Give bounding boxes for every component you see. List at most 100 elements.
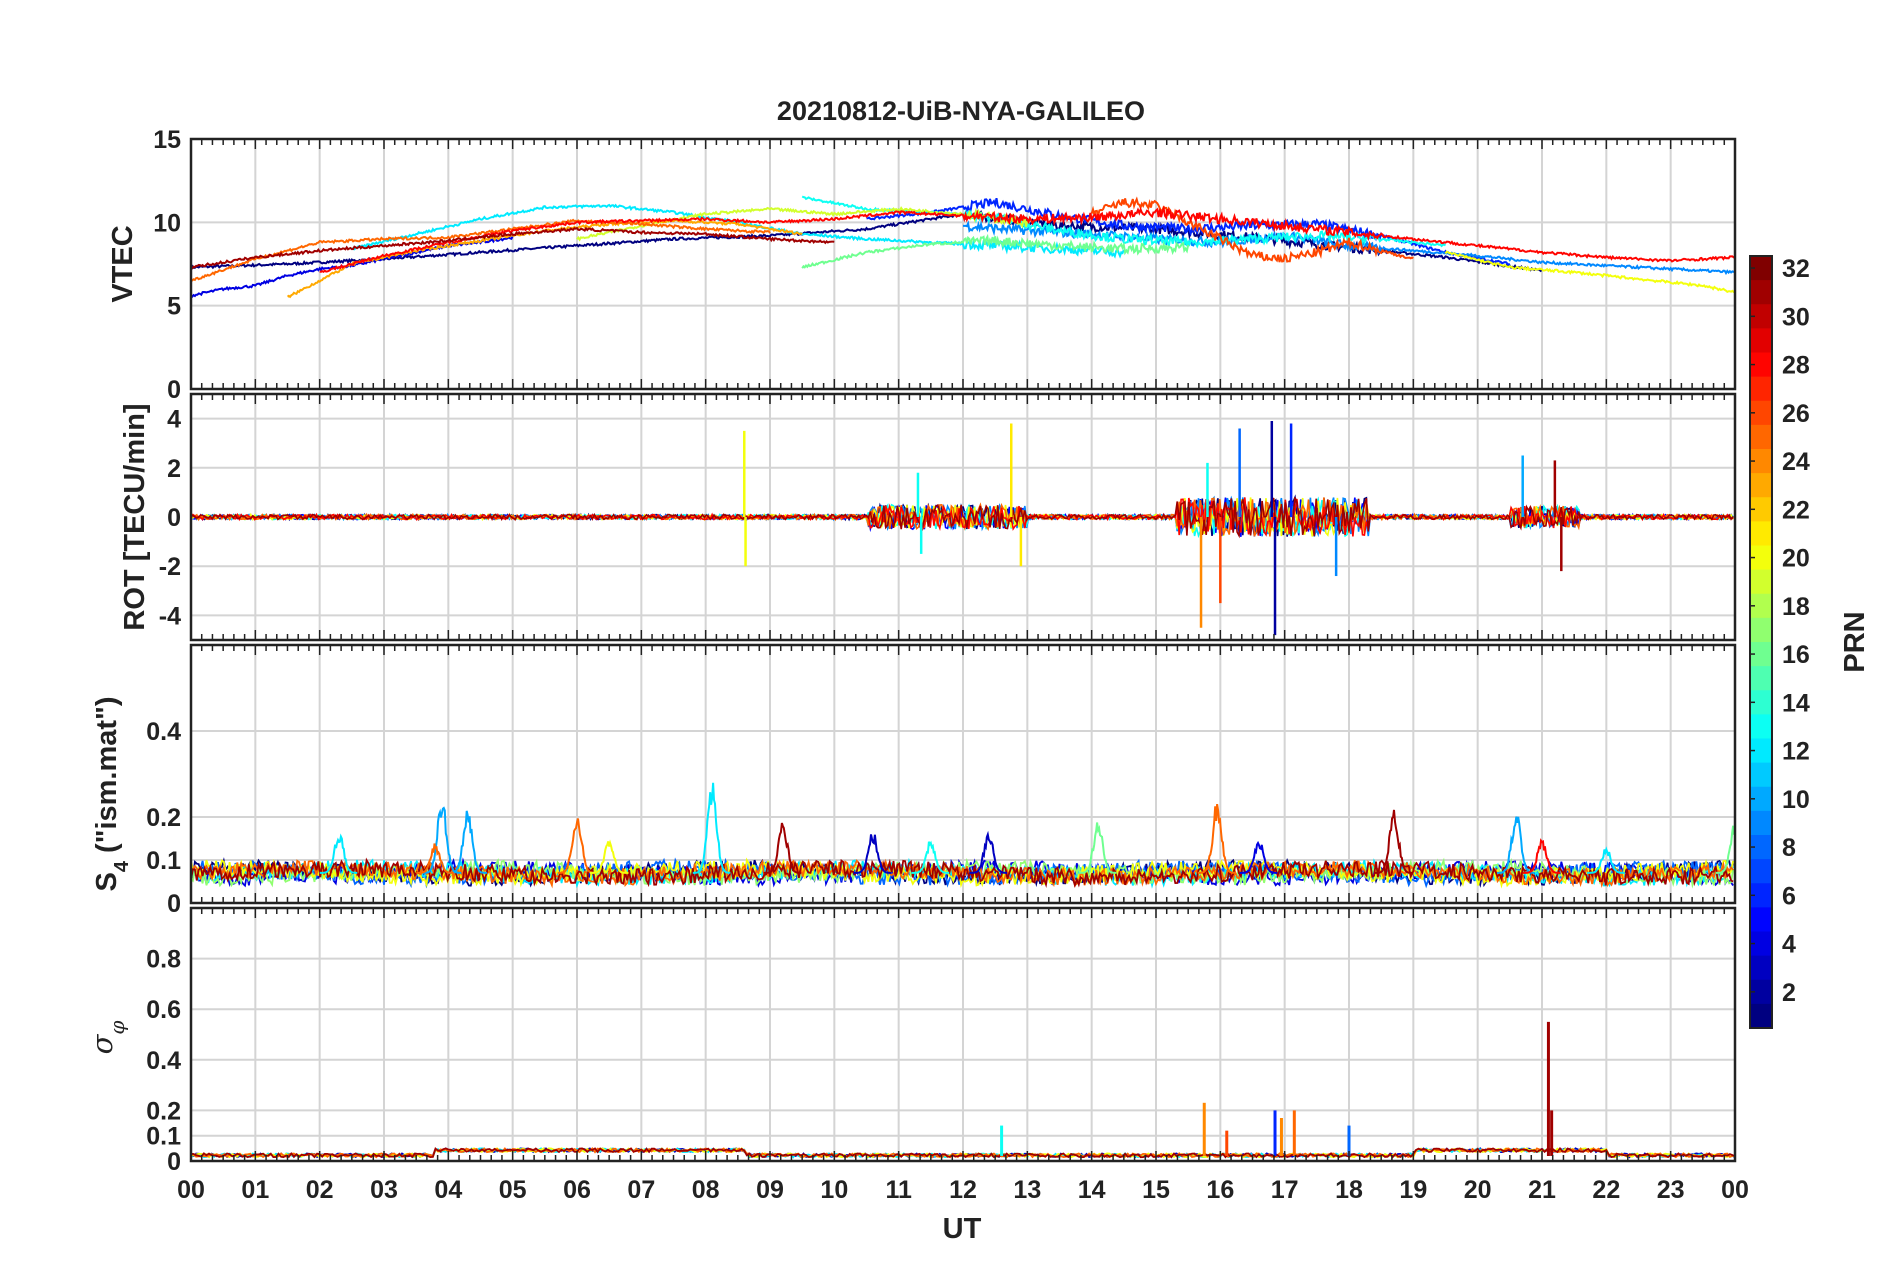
- colorbar-segment: [1750, 449, 1772, 474]
- y-tick-label: 0: [167, 1148, 181, 1176]
- colorbar-segment: [1750, 979, 1772, 1005]
- colorbar-segment: [1750, 810, 1772, 836]
- x-tick-label: 12: [949, 1176, 977, 1204]
- y-tick-label: 0: [167, 376, 181, 404]
- x-tick-label: 16: [1206, 1176, 1234, 1204]
- x-tick-label: 08: [692, 1176, 720, 1204]
- colorbar-segment: [1750, 859, 1772, 884]
- x-tick-label: 13: [1013, 1176, 1041, 1204]
- colorbar-segment: [1750, 835, 1772, 860]
- s4-event: [448, 810, 487, 874]
- colorbar-segment: [1750, 883, 1772, 908]
- x-tick-label: 19: [1399, 1176, 1427, 1204]
- s4-event: [853, 834, 892, 874]
- x-tick-label: 06: [563, 1176, 591, 1204]
- s4-event: [1374, 809, 1413, 874]
- y-tick-label: 0.4: [146, 1047, 181, 1075]
- panel-frame: [189, 643, 1737, 905]
- x-tick-label: 00: [177, 1176, 205, 1204]
- s4-baseline-prn-25: [191, 858, 1734, 889]
- x-tick-label: 03: [370, 1176, 398, 1204]
- data-vtec: [191, 195, 1735, 299]
- colorbar-segment: [1750, 280, 1772, 305]
- y-tick-label: 0.8: [146, 946, 181, 974]
- panel-rot: -4 -2 0 2 4 ROT [TECU/min]: [119, 392, 1737, 642]
- y-tick-label: 4: [167, 406, 181, 434]
- y-tick-label: -4: [159, 602, 181, 630]
- colorbar-segment: [1750, 762, 1772, 788]
- s4-event: [1197, 803, 1236, 874]
- x-tick-label: 10: [820, 1176, 848, 1204]
- chart-title: 20210812-UiB-NYA-GALILEO: [777, 96, 1145, 126]
- vtec-series-prn-25: [191, 218, 771, 283]
- y-tick-label: 0.4: [146, 718, 181, 746]
- colorbar-tick-label: 2: [1782, 979, 1796, 1007]
- colorbar-segment: [1750, 786, 1772, 812]
- y-tick-label: 0.1: [146, 1123, 181, 1151]
- data-rot: [191, 421, 1734, 636]
- y-tick-label: 15: [153, 126, 181, 154]
- y-tick-label: 0: [167, 504, 181, 532]
- x-axis: 00 01 02 03 04 05 06 07 08 09 10 11 12 13 14 15 16 17 18 19…: [177, 1176, 1749, 1204]
- x-tick-label: 02: [306, 1176, 334, 1204]
- x-axis-label: UT: [943, 1213, 982, 1245]
- colorbar-tick-label: 10: [1782, 786, 1810, 814]
- y-tick-label: 2: [167, 455, 181, 483]
- colorbar-tick-label: 30: [1782, 303, 1810, 331]
- colorbar-segment: [1750, 400, 1772, 426]
- s4-event: [1522, 838, 1561, 874]
- vtec-series-prn-12: [351, 203, 1125, 259]
- colorbar-segment: [1750, 690, 1772, 715]
- colorbar-segment: [1750, 497, 1772, 522]
- colorbar-tick-label: 16: [1782, 641, 1810, 669]
- colorbar-segment: [1750, 473, 1772, 498]
- y-tick-label: 0.1: [146, 847, 181, 875]
- colorbar-tick-label: 22: [1782, 496, 1810, 524]
- s4-baseline-prn-31: [191, 857, 1734, 889]
- x-tick-label: 05: [499, 1176, 527, 1204]
- colorbar-tick-label: 24: [1782, 448, 1810, 476]
- colorbar-tick-label: 28: [1782, 352, 1810, 380]
- y-tick-label: 0.6: [146, 996, 181, 1024]
- vtec-series-prn-28: [319, 205, 1735, 274]
- grid-sigma: [190, 908, 1736, 1162]
- colorbar-tick-label: 14: [1782, 689, 1810, 717]
- y-axis-label-vtec: VTEC: [107, 225, 139, 302]
- colorbar-segment: [1750, 545, 1772, 571]
- vtec-series-prn-1: [191, 210, 1543, 273]
- panel-frame: [189, 906, 1737, 1163]
- colorbar-frame: [1749, 255, 1773, 1029]
- colorbar-segment: [1750, 666, 1772, 691]
- s4-event: [589, 839, 629, 874]
- x-tick-label: 22: [1592, 1176, 1620, 1204]
- panel-frame: [189, 392, 1737, 642]
- x-tick-label: 17: [1271, 1176, 1299, 1204]
- y-tick-label: -2: [159, 553, 181, 581]
- y-tick-label: 10: [153, 209, 181, 237]
- colorbar-segment: [1750, 424, 1772, 450]
- colorbar-tick-label: 26: [1782, 400, 1810, 428]
- colorbar-segment: [1750, 352, 1772, 378]
- s4-event: [557, 818, 597, 874]
- y-axis-label-sigma: σφ: [85, 1021, 129, 1055]
- vtec-series-prn-31: [191, 226, 835, 270]
- colorbar-segment: [1750, 1003, 1772, 1029]
- colorbar-tick-label: 32: [1782, 255, 1810, 283]
- x-tick-label: 18: [1335, 1176, 1363, 1204]
- panel-vtec: 0 5 10 15 VTEC: [107, 126, 1737, 404]
- colorbar-tick-label: 4: [1782, 931, 1796, 959]
- vtec-series-prn-26: [1090, 196, 1414, 263]
- colorbar-tick-label: 18: [1782, 593, 1810, 621]
- x-tick-label: 23: [1657, 1176, 1685, 1204]
- colorbar-segment: [1750, 642, 1772, 667]
- s4-event: [692, 782, 731, 874]
- y-tick-label: 5: [167, 293, 181, 321]
- x-tick-label: 11: [885, 1176, 912, 1204]
- x-tick-label: 07: [627, 1176, 655, 1204]
- y-axis-label-s4: S4 ("ism.mat"): [91, 697, 133, 892]
- x-tick-label: 15: [1142, 1176, 1170, 1204]
- colorbar-tick-label: 6: [1782, 882, 1796, 910]
- x-tick-label: 00: [1721, 1176, 1749, 1204]
